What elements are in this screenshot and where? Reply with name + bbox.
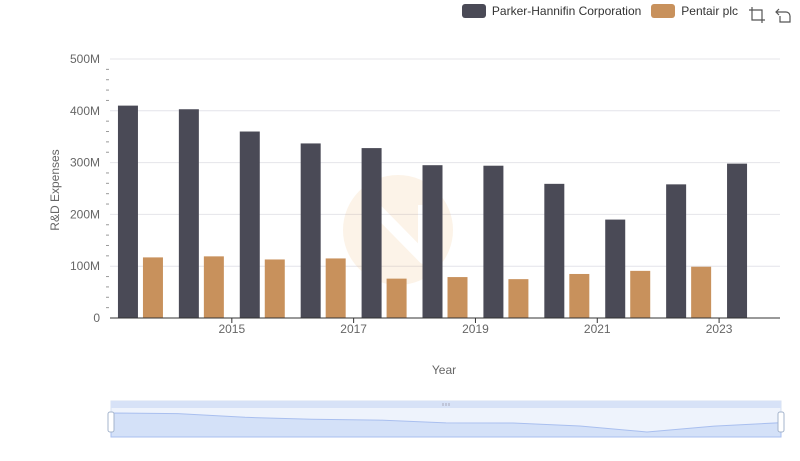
legend: Parker-Hannifin Corporation Pentair plc [461, 4, 738, 18]
y-tick-label: 400M [70, 104, 100, 118]
y-tick-label: 200M [70, 207, 100, 221]
y-axis-label: R&D Expenses [48, 149, 62, 230]
zoom-preview-area [110, 412, 782, 438]
bar-parker-hannifin-2020[interactable] [483, 165, 504, 318]
legend-item-parker-hannifin[interactable]: Parker-Hannifin Corporation [461, 4, 642, 18]
legend-swatch [461, 4, 486, 18]
zoom-grip-icon[interactable] [442, 403, 450, 406]
y-tick-label: 300M [70, 156, 100, 170]
x-tick-labels: 2015 2017 2019 2021 2023 [218, 322, 732, 336]
bar-pentair-2023[interactable] [691, 266, 712, 318]
y-tick-label: 100M [70, 259, 100, 273]
bar-parker-hannifin-2021[interactable] [544, 183, 565, 318]
zoom-left-handle[interactable] [107, 411, 115, 433]
y-tick-label: 500M [70, 52, 100, 66]
legend-swatch [651, 4, 676, 18]
bar-pentair-2017[interactable] [325, 258, 346, 318]
legend-item-pentair[interactable]: Pentair plc [651, 4, 738, 18]
bar-parker-hannifin-2024[interactable] [727, 163, 748, 318]
legend-label: Pentair plc [681, 4, 738, 18]
x-tick-label: 2023 [706, 322, 733, 336]
y-tick-labels: 0 100M 200M 300M 400M 500M [70, 52, 100, 325]
restore-icon[interactable] [774, 6, 792, 24]
y-minor-ticks [106, 68, 109, 309]
axes [110, 317, 780, 323]
bar-pentair-2019[interactable] [447, 277, 468, 318]
bar-parker-hannifin-2016[interactable] [239, 131, 260, 318]
x-tick-label: 2021 [584, 322, 611, 336]
legend-label: Parker-Hannifin Corporation [491, 4, 642, 18]
bar-pentair-2015[interactable] [203, 256, 224, 318]
bar-pentair-2021[interactable] [569, 273, 590, 318]
bars [117, 105, 748, 319]
bar-parker-hannifin-2022[interactable] [605, 219, 626, 318]
x-tick-label: 2017 [340, 322, 367, 336]
bar-pentair-2016[interactable] [264, 259, 285, 318]
bar-pentair-2022[interactable] [630, 270, 651, 318]
bar-pentair-2014[interactable] [142, 257, 163, 318]
bar-parker-hannifin-2018[interactable] [361, 148, 382, 318]
bar-parker-hannifin-2019[interactable] [422, 165, 443, 318]
bar-parker-hannifin-2023[interactable] [666, 184, 687, 318]
bar-pentair-2020[interactable] [508, 279, 529, 318]
x-tick-label: 2015 [218, 322, 245, 336]
x-tick-label: 2019 [462, 322, 489, 336]
bar-parker-hannifin-2017[interactable] [300, 143, 321, 318]
chart-toolbar [748, 6, 792, 24]
bar-parker-hannifin-2015[interactable] [178, 109, 199, 318]
bar-parker-hannifin-2014[interactable] [117, 105, 138, 319]
x-axis-label: Year [432, 363, 456, 377]
crop-icon[interactable] [748, 6, 766, 24]
data-zoom-slider[interactable] [107, 400, 785, 438]
bar-pentair-2018[interactable] [386, 278, 407, 318]
zoom-right-handle[interactable] [777, 411, 785, 433]
y-tick-label: 0 [93, 311, 100, 325]
